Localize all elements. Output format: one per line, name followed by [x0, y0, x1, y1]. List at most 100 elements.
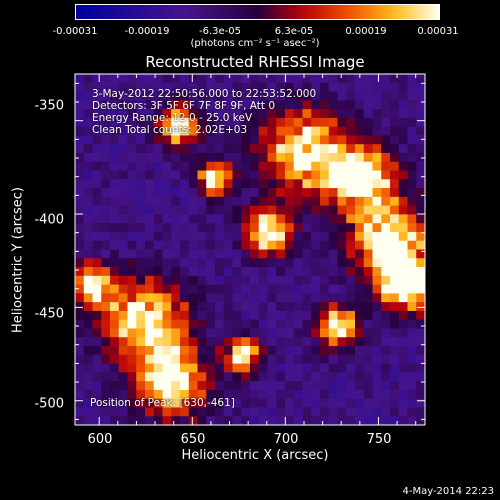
heatmap-cell: [390, 258, 400, 268]
heatmap-cell: [390, 100, 400, 110]
heatmap-cell: [215, 275, 225, 286]
heatmap-cell: [320, 135, 330, 145]
heatmap-cell: [250, 161, 260, 171]
heatmap-cell: [276, 179, 286, 189]
heatmap-cell: [145, 126, 155, 136]
heatmap-cell: [153, 284, 163, 294]
heatmap-cell: [320, 416, 330, 426]
energy-range-label: Energy Range: 12.0 - 25.0 keV: [92, 112, 253, 124]
heatmap-cell: [197, 275, 207, 286]
heatmap-cell: [153, 363, 163, 373]
heatmap-cell: [250, 302, 260, 312]
heatmap-cell: [381, 354, 391, 364]
heatmap-cell: [197, 284, 207, 294]
heatmap-cell: [197, 205, 207, 215]
heatmap-cell: [83, 363, 93, 373]
heatmap-cell: [311, 100, 321, 110]
heatmap-cell: [171, 249, 181, 259]
heatmap-cell: [118, 381, 128, 391]
heatmap-cell: [311, 302, 321, 312]
heatmap-cell: [180, 179, 190, 189]
heatmap-cell: [258, 372, 268, 382]
heatmap-cell: [346, 126, 356, 136]
heatmap-cell: [83, 398, 93, 408]
heatmap-cell: [180, 152, 190, 163]
y-tick-label: -500: [34, 396, 64, 412]
heatmap-cell: [337, 100, 347, 110]
heatmap-cell: [390, 205, 400, 215]
heatmap-cell: [267, 91, 277, 101]
heatmap-cell: [328, 196, 338, 207]
heatmap-cell: [355, 398, 365, 408]
heatmap-cell: [372, 144, 382, 154]
heatmap-cell: [250, 328, 260, 338]
heatmap-cell: [180, 188, 190, 198]
heatmap-cell: [206, 416, 216, 426]
heatmap-cell: [363, 74, 373, 84]
heatmap-cell: [267, 223, 277, 233]
heatmap-cell: [390, 135, 400, 145]
heatmap-cell: [285, 258, 295, 268]
heatmap-cell: [145, 152, 155, 163]
heatmap-cell: [293, 346, 303, 356]
heatmap-cell: [293, 354, 303, 364]
heatmap-cell: [258, 389, 268, 400]
heatmap-cell: [320, 196, 330, 207]
heatmap-cell: [110, 117, 120, 128]
heatmap-cell: [180, 144, 190, 154]
heatmap-cell: [197, 109, 207, 119]
heatmap-cell: [171, 161, 181, 171]
heatmap-cell: [372, 284, 382, 294]
heatmap-cell: [276, 337, 286, 347]
heatmap-cell: [127, 346, 137, 356]
heatmap-cell: [101, 135, 111, 145]
heatmap-cell: [153, 310, 163, 321]
heatmap-cell: [276, 319, 286, 329]
heatmap-cell: [302, 310, 312, 321]
heatmap-cell: [328, 398, 338, 408]
heatmap-cell: [136, 126, 146, 136]
heatmap-cell: [320, 152, 330, 163]
heatmap-cell: [285, 74, 295, 84]
heatmap-cell: [118, 293, 128, 303]
heatmap-cell: [75, 363, 85, 373]
heatmap-cell: [363, 170, 373, 180]
heatmap-cell: [232, 231, 242, 242]
heatmap-cell: [118, 100, 128, 110]
heatmap-cell: [328, 346, 338, 356]
heatmap-cell: [285, 240, 295, 250]
heatmap-cell: [390, 223, 400, 233]
heatmap-cell: [162, 407, 172, 417]
heatmap-cell: [118, 275, 128, 286]
heatmap-cell: [337, 196, 347, 207]
heatmap-cell: [285, 126, 295, 136]
heatmap-cell: [118, 398, 128, 408]
heatmap-cell: [293, 249, 303, 259]
heatmap-cell: [320, 188, 330, 198]
heatmap-cell: [416, 346, 426, 356]
heatmap-cell: [320, 398, 330, 408]
heatmap-cell: [293, 398, 303, 408]
heatmap-cell: [390, 267, 400, 277]
heatmap-cell: [101, 117, 111, 128]
heatmap-cell: [285, 346, 295, 356]
heatmap-cell: [346, 398, 356, 408]
heatmap-cell: [232, 381, 242, 391]
heatmap-cell: [346, 302, 356, 312]
heatmap-cell: [355, 117, 365, 128]
heatmap-cell: [250, 91, 260, 101]
heatmap-cell: [285, 109, 295, 119]
heatmap-cell: [276, 126, 286, 136]
heatmap-cell: [293, 416, 303, 426]
heatmap-cell: [311, 135, 321, 145]
heatmap-cell: [381, 372, 391, 382]
heatmap-cell: [188, 100, 198, 110]
heatmap-cell: [206, 100, 216, 110]
heatmap-cell: [311, 258, 321, 268]
heatmap-cell: [241, 249, 251, 259]
heatmap-cell: [171, 152, 181, 163]
heatmap-cell: [215, 188, 225, 198]
heatmap-cell: [328, 170, 338, 180]
heatmap-cell: [267, 109, 277, 119]
heatmap-cell: [372, 223, 382, 233]
